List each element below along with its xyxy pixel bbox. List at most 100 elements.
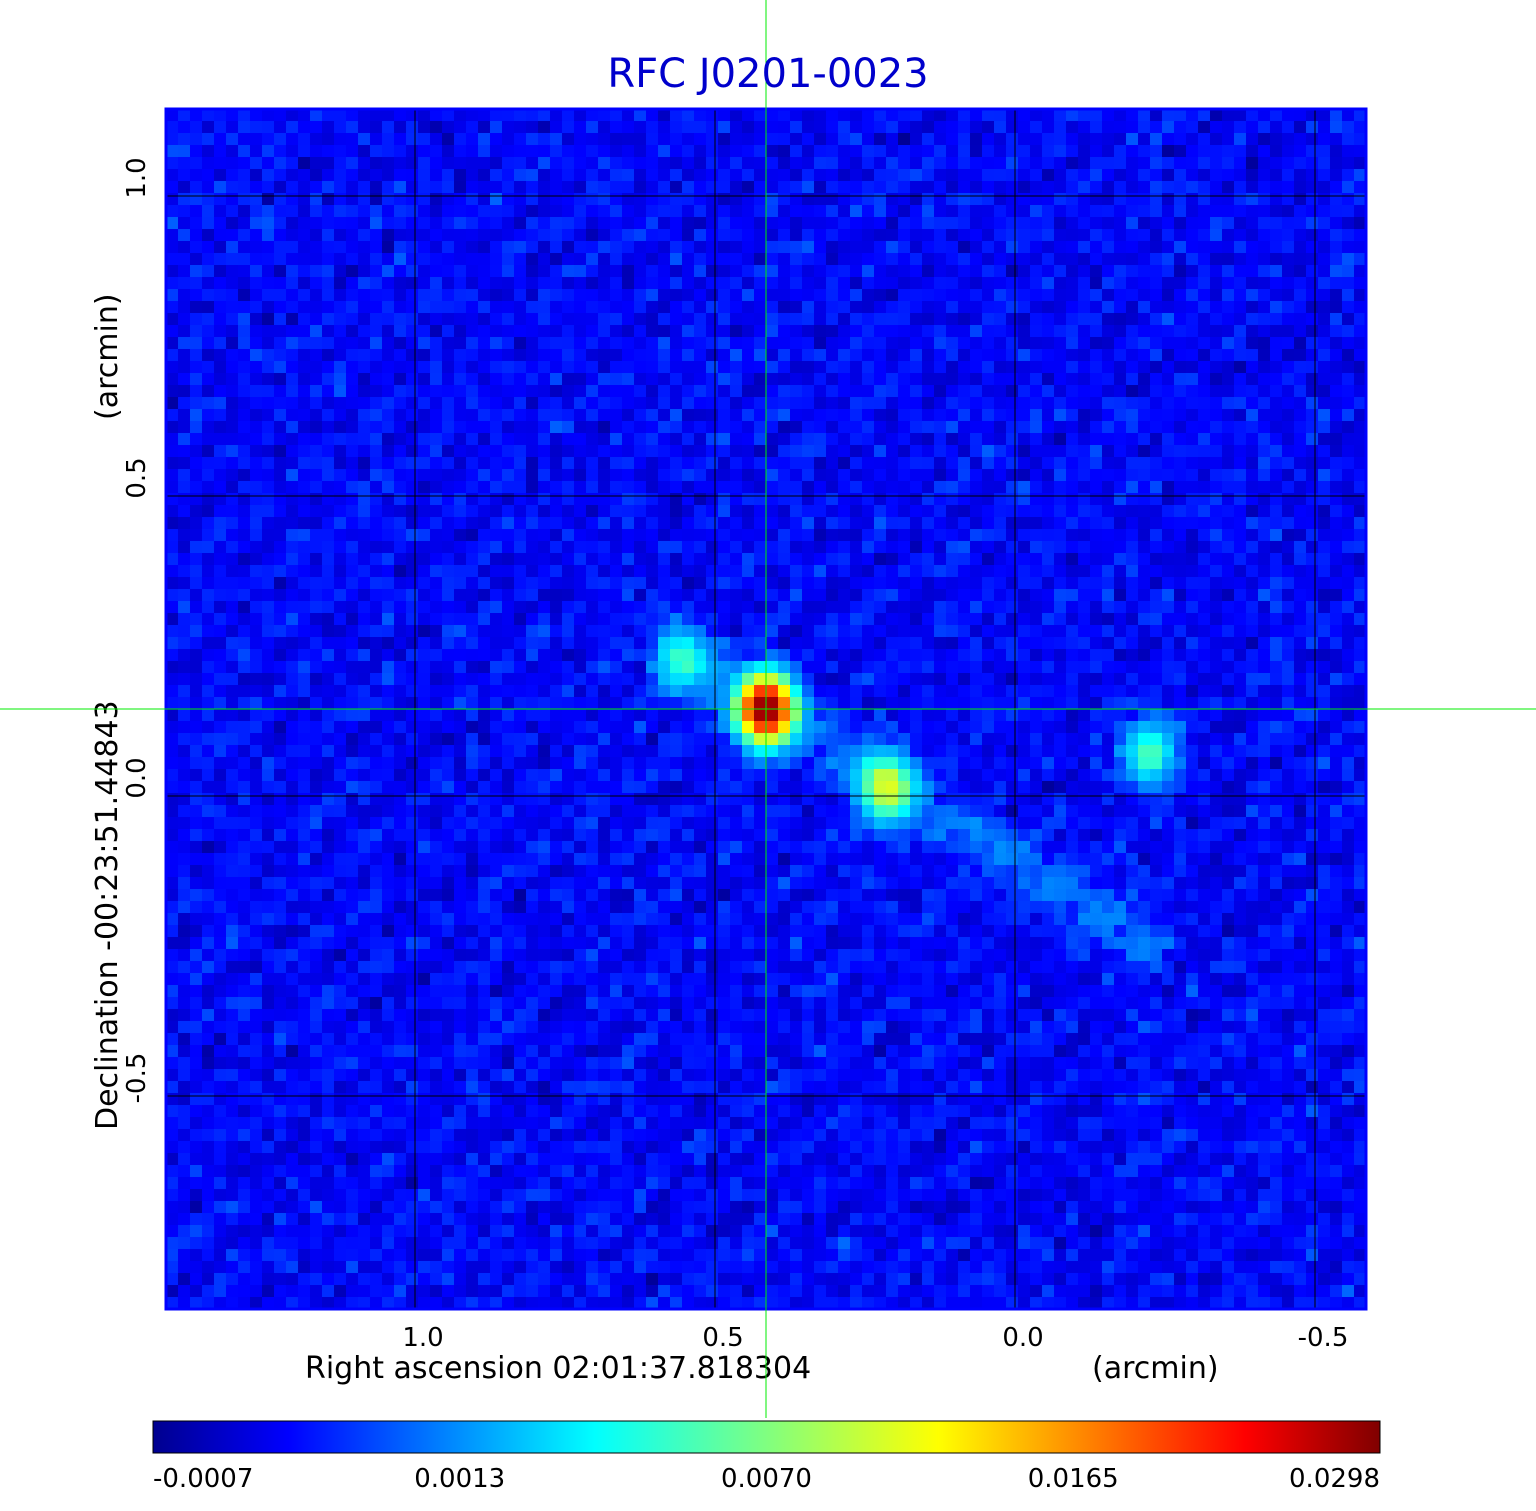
image-pixel <box>442 169 455 182</box>
image-pixel <box>850 361 863 374</box>
image-pixel <box>382 397 395 410</box>
image-pixel <box>1174 529 1187 542</box>
image-pixel <box>754 289 767 302</box>
image-pixel <box>1018 433 1031 446</box>
image-pixel <box>334 625 347 638</box>
image-pixel <box>862 121 875 134</box>
image-pixel <box>1042 373 1055 386</box>
image-pixel <box>262 481 275 494</box>
image-pixel <box>226 361 239 374</box>
image-pixel <box>1030 205 1043 218</box>
image-pixel <box>502 649 515 662</box>
image-pixel <box>514 637 527 650</box>
image-pixel <box>1342 637 1355 650</box>
image-pixel <box>526 421 539 434</box>
image-pixel <box>490 469 503 482</box>
image-pixel <box>1246 397 1259 410</box>
image-pixel <box>718 421 731 434</box>
image-pixel <box>646 397 659 410</box>
image-pixel <box>190 265 203 278</box>
image-pixel <box>1066 601 1079 614</box>
image-pixel <box>826 589 839 602</box>
image-pixel <box>802 385 815 398</box>
image-pixel <box>226 229 239 242</box>
image-pixel <box>658 361 671 374</box>
image-pixel <box>358 313 371 326</box>
image-pixel <box>706 265 719 278</box>
image-pixel <box>706 421 719 434</box>
image-pixel <box>1126 673 1139 686</box>
image-pixel <box>298 277 311 290</box>
image-pixel <box>1198 493 1211 506</box>
image-pixel <box>1198 241 1211 254</box>
image-pixel <box>694 229 707 242</box>
image-pixel <box>238 325 251 338</box>
image-pixel <box>370 601 383 614</box>
image-pixel <box>946 541 959 554</box>
image-pixel <box>850 409 863 422</box>
image-pixel <box>898 157 911 170</box>
image-pixel <box>226 421 239 434</box>
image-pixel <box>1066 625 1079 638</box>
image-pixel <box>514 589 527 602</box>
image-pixel <box>574 601 587 614</box>
image-pixel <box>982 145 995 158</box>
image-pixel <box>202 397 215 410</box>
image-pixel <box>490 373 503 386</box>
image-pixel <box>1066 481 1079 494</box>
image-pixel <box>454 589 467 602</box>
image-pixel <box>826 649 839 662</box>
image-pixel <box>682 529 695 542</box>
image-pixel <box>1282 265 1295 278</box>
image-pixel <box>874 109 887 122</box>
image-pixel <box>862 253 875 266</box>
image-pixel <box>1042 469 1055 482</box>
image-pixel <box>754 625 767 638</box>
image-pixel <box>1306 277 1319 290</box>
image-pixel <box>538 553 551 566</box>
image-pixel <box>814 421 827 434</box>
image-pixel <box>298 433 311 446</box>
image-pixel <box>562 577 575 590</box>
image-pixel <box>286 181 299 194</box>
image-pixel <box>322 517 335 530</box>
image-pixel <box>922 253 935 266</box>
image-pixel <box>1342 253 1355 266</box>
image-pixel <box>814 337 827 350</box>
image-pixel <box>946 493 959 506</box>
image-pixel <box>682 493 695 506</box>
image-pixel <box>982 397 995 410</box>
image-pixel <box>1150 241 1163 254</box>
image-pixel <box>214 457 227 470</box>
image-pixel <box>1222 349 1235 362</box>
image-pixel <box>670 529 683 542</box>
image-pixel <box>334 205 347 218</box>
image-pixel <box>742 133 755 146</box>
image-pixel <box>334 445 347 458</box>
image-pixel <box>490 481 503 494</box>
image-pixel <box>622 157 635 170</box>
image-pixel <box>718 217 731 230</box>
image-pixel <box>1018 301 1031 314</box>
image-pixel <box>454 409 467 422</box>
image-pixel <box>490 229 503 242</box>
image-pixel <box>526 205 539 218</box>
image-pixel <box>1282 541 1295 554</box>
image-pixel <box>898 409 911 422</box>
image-pixel <box>742 253 755 266</box>
image-pixel <box>886 313 899 326</box>
image-pixel <box>406 625 419 638</box>
image-pixel <box>742 337 755 350</box>
image-pixel <box>730 553 743 566</box>
image-pixel <box>562 697 575 710</box>
image-pixel <box>1090 229 1103 242</box>
image-pixel <box>778 229 791 242</box>
image-pixel <box>730 169 743 182</box>
image-pixel <box>922 193 935 206</box>
image-pixel <box>166 661 179 674</box>
image-pixel <box>1102 541 1115 554</box>
image-pixel <box>658 565 671 578</box>
image-pixel <box>934 637 947 650</box>
image-pixel <box>874 637 887 650</box>
image-pixel <box>370 277 383 290</box>
